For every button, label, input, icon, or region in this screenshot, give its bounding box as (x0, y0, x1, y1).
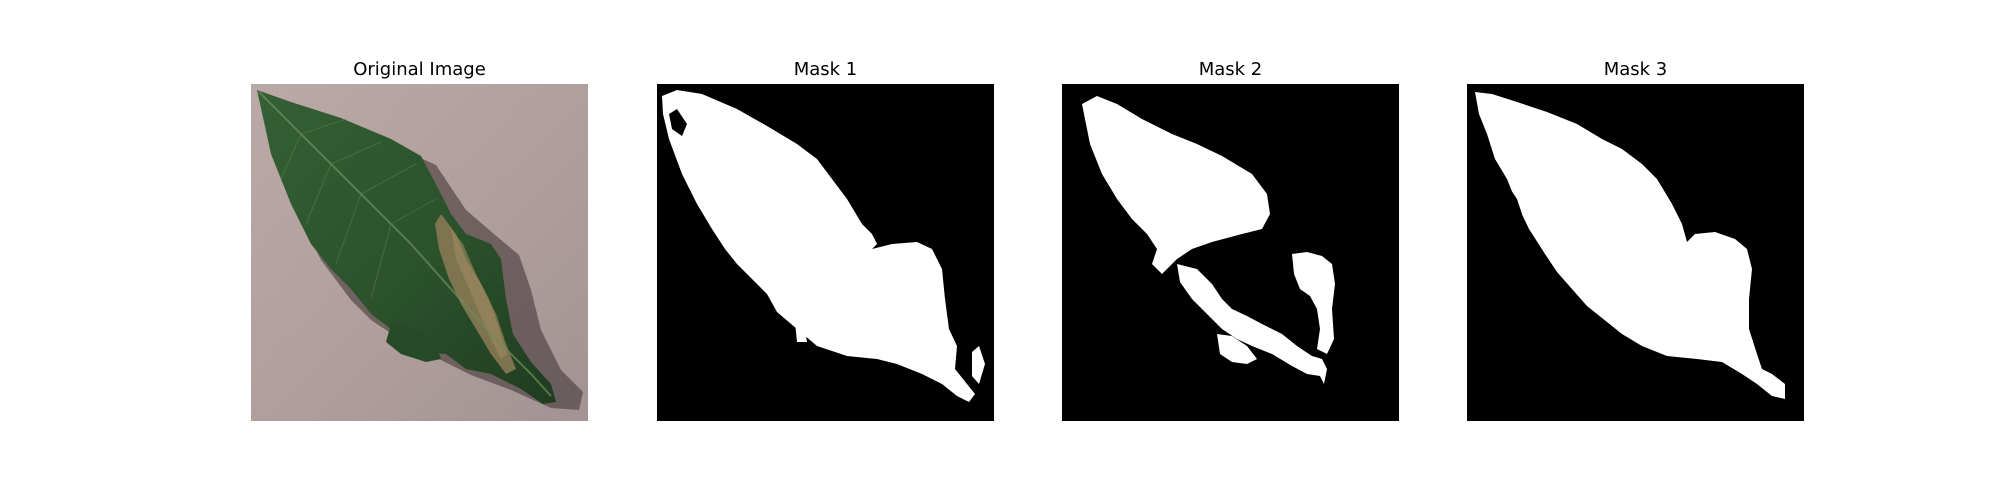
mask-foreground (1177, 264, 1327, 384)
panel-title: Mask 2 (1198, 59, 1263, 80)
mask-1-image (657, 84, 994, 421)
mask-3-image (1467, 84, 1804, 421)
mask-foreground (1082, 96, 1270, 274)
mask-foreground (662, 90, 975, 402)
leaf-veins (280, 118, 437, 300)
mask-hole (1507, 184, 1522, 219)
panel-mask-1: Mask 1 (657, 0, 994, 500)
mask-foreground (1475, 92, 1785, 399)
panel-mask-2: Mask 2 (1062, 0, 1399, 500)
panel-title: Original Image (353, 59, 486, 80)
original-leaf-photo (251, 84, 588, 421)
mask-fragment (972, 346, 985, 384)
mask-hole (669, 109, 687, 136)
mask-hole (1625, 136, 1635, 146)
mask-foreground (1217, 334, 1257, 364)
panel-title: Mask 1 (793, 59, 858, 80)
leaf-lesion-highlight (451, 229, 507, 359)
mask-foreground (1292, 252, 1335, 354)
panel-title: Mask 3 (1603, 59, 1668, 80)
leaf-lower-lobe (386, 324, 441, 362)
leaf-midrib (258, 91, 552, 397)
panel-original-image: Original Image (251, 0, 588, 500)
mask-2-image (1062, 84, 1399, 421)
mask-fragment (795, 322, 807, 342)
panel-mask-3: Mask 3 (1467, 0, 1804, 500)
